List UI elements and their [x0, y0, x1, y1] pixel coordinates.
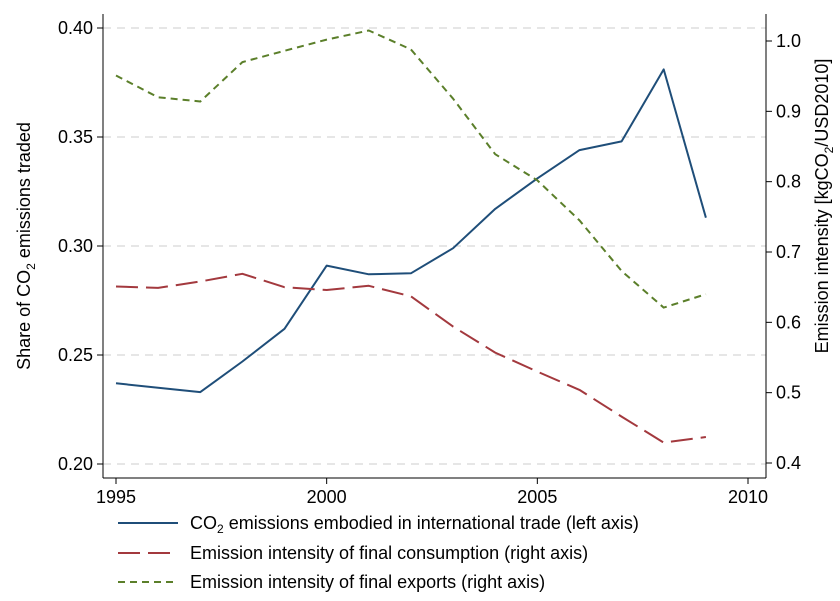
left-tick-label-3: 0.35 — [58, 127, 93, 147]
right-axis-label-subscript: 2 — [822, 146, 836, 153]
right-tick-label-2: 0.6 — [776, 312, 801, 332]
left-tick-label-2: 0.30 — [58, 236, 93, 256]
series-line-2 — [115, 29, 707, 309]
left-tick-label-4: 0.40 — [58, 18, 93, 38]
x-tick-label-3: 2010 — [728, 487, 768, 507]
left-tick-label-0: 0.20 — [58, 454, 93, 474]
left-axis-label-subscript: 2 — [24, 263, 38, 270]
series-line-1 — [115, 272, 707, 444]
gridlines — [103, 27, 766, 465]
right-tick-label-1: 0.5 — [776, 383, 801, 403]
x-tick-label-1: 2000 — [307, 487, 347, 507]
right-tick-label-5: 0.9 — [776, 101, 801, 121]
right-tick-label-0: 0.4 — [776, 453, 801, 473]
series-lines — [115, 29, 707, 444]
axes: 0.20 0.25 0.30 0.35 0.40 0.4 0.5 0.6 0.7 0.8 0.9 1.… — [58, 14, 801, 507]
legend-label-trade: CO2 emissions embodied in international … — [190, 513, 639, 536]
legend: CO2 emissions embodied in international … — [118, 513, 639, 592]
right-axis-label: Emission intensity [kgCO2/USD2010] — [812, 59, 836, 354]
left-tick-label-1: 0.25 — [58, 345, 93, 365]
right-tick-label-4: 0.8 — [776, 172, 801, 192]
legend-label-consumption: Emission intensity of final consumption … — [190, 543, 588, 563]
right-tick-label-6: 1.0 — [776, 31, 801, 51]
legend-label-exports: Emission intensity of final exports (rig… — [190, 572, 545, 592]
x-tick-label-0: 1995 — [96, 487, 136, 507]
x-tick-label-2: 2005 — [517, 487, 557, 507]
left-axis-label: Share of CO2 emissions traded — [14, 122, 38, 370]
right-tick-label-3: 0.7 — [776, 242, 801, 262]
series-line-0 — [115, 68, 707, 394]
